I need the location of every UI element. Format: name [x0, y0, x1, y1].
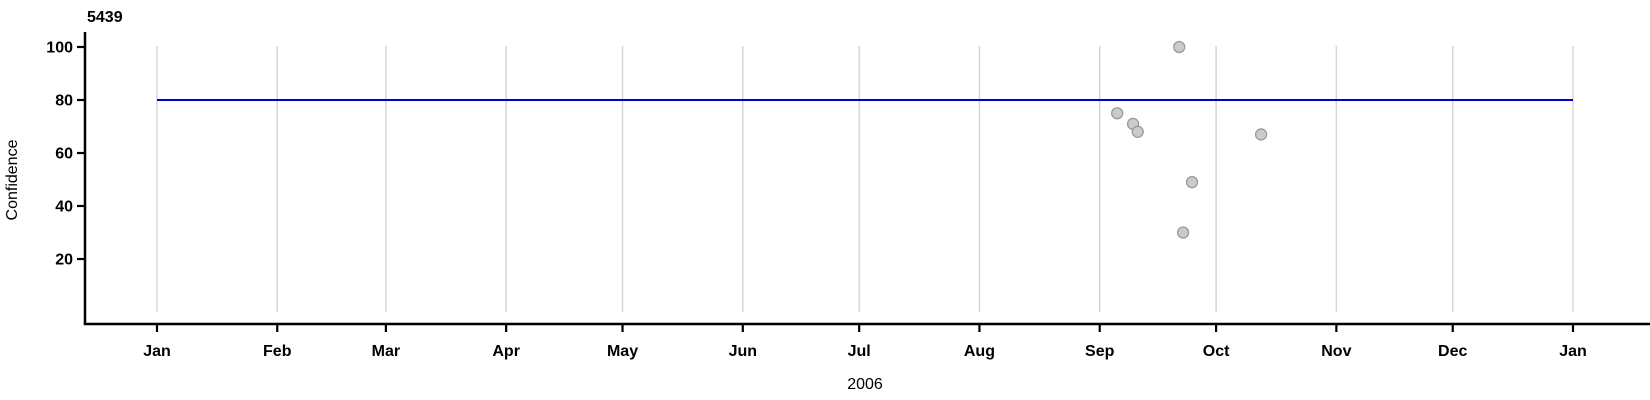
data-points [1111, 40, 1268, 239]
x-tick-label-jan: Jan [1559, 343, 1587, 360]
x-axis-title: 2006 [847, 376, 883, 393]
data-point [1173, 40, 1186, 54]
month-gridlines [156, 46, 1574, 312]
x-tick-label-oct: Oct [1203, 343, 1230, 360]
data-point [1254, 128, 1268, 141]
x-axis-ticks: Jan Feb Mar Apr May Jun Jul Aug Sep Oct Nov Dec Jan [143, 324, 1587, 360]
y-tick-label-60: 60 [55, 146, 73, 163]
x-tick-label-aug: Aug [964, 343, 995, 360]
x-tick-label-may: May [607, 343, 638, 360]
data-point [1185, 175, 1199, 189]
x-tick-label-sep: Sep [1085, 343, 1115, 360]
data-point [1131, 125, 1144, 138]
x-tick-label-mar: Mar [372, 343, 400, 360]
data-point [1111, 107, 1124, 120]
x-tick-label-jul: Jul [848, 343, 871, 360]
y-tick-label-100: 100 [46, 40, 73, 57]
y-tick-label-40: 40 [55, 199, 73, 216]
x-tick-label-feb: Feb [263, 343, 292, 360]
x-tick-label-nov: Nov [1321, 343, 1351, 360]
y-tick-label-20: 20 [55, 252, 73, 269]
x-tick-label-apr: Apr [492, 343, 520, 360]
y-axis-ticks: 100 80 60 40 20 [46, 40, 85, 269]
x-tick-label-dec: Dec [1438, 343, 1467, 360]
x-tick-label-jun: Jun [729, 343, 757, 360]
data-point [1176, 226, 1190, 239]
y-tick-label-80: 80 [55, 93, 73, 110]
axis-lines [83, 32, 1650, 326]
y-axis-title: Confidence [4, 139, 21, 220]
x-tick-label-jan: Jan [143, 343, 171, 360]
panel-title: 5439 [87, 9, 123, 26]
